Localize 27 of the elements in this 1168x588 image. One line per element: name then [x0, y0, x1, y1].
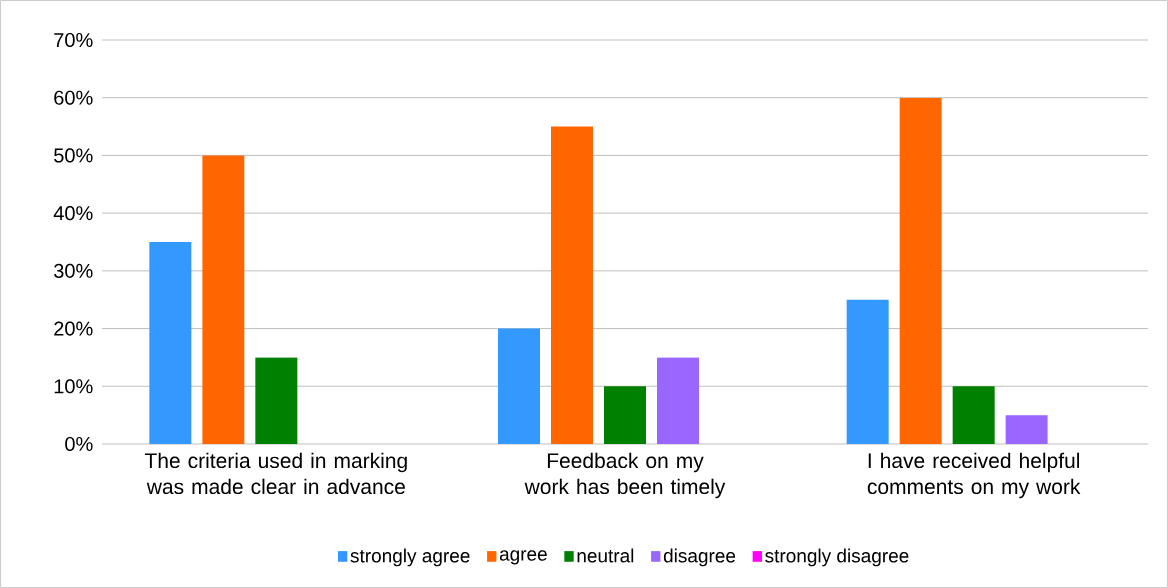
bar — [657, 357, 699, 444]
y-tick-label: 50% — [54, 148, 93, 163]
bar — [952, 386, 995, 444]
x-tick-label: Feedback on my work has been timely — [524, 452, 726, 499]
bar — [255, 357, 298, 444]
bar — [202, 155, 245, 444]
y-tick-label: 70% — [54, 32, 93, 48]
y-tick-label: 60% — [54, 90, 93, 105]
legend-label: strongly disagree — [765, 548, 909, 567]
bar — [1005, 415, 1048, 444]
bar — [149, 241, 192, 444]
bar — [551, 126, 594, 444]
legend-label: disagree — [663, 548, 736, 567]
bar — [846, 299, 889, 444]
y-tick-label: 0% — [65, 436, 93, 452]
y-tick-label: 20% — [54, 321, 93, 336]
x-tick-label: The criteria used in marking was made clear in advance — [144, 452, 407, 495]
legend-label: neutral — [577, 548, 634, 563]
bar — [604, 386, 646, 444]
y-tick-label: 10% — [54, 379, 93, 394]
legend-label: agree — [499, 550, 547, 565]
bar — [899, 97, 942, 444]
x-tick-label: I have received helpful comments on my work — [867, 452, 1081, 499]
legend-label: strongly agree — [350, 548, 470, 567]
y-tick-label: 30% — [54, 263, 93, 278]
y-tick-label: 40% — [53, 206, 93, 221]
bar — [498, 328, 541, 444]
